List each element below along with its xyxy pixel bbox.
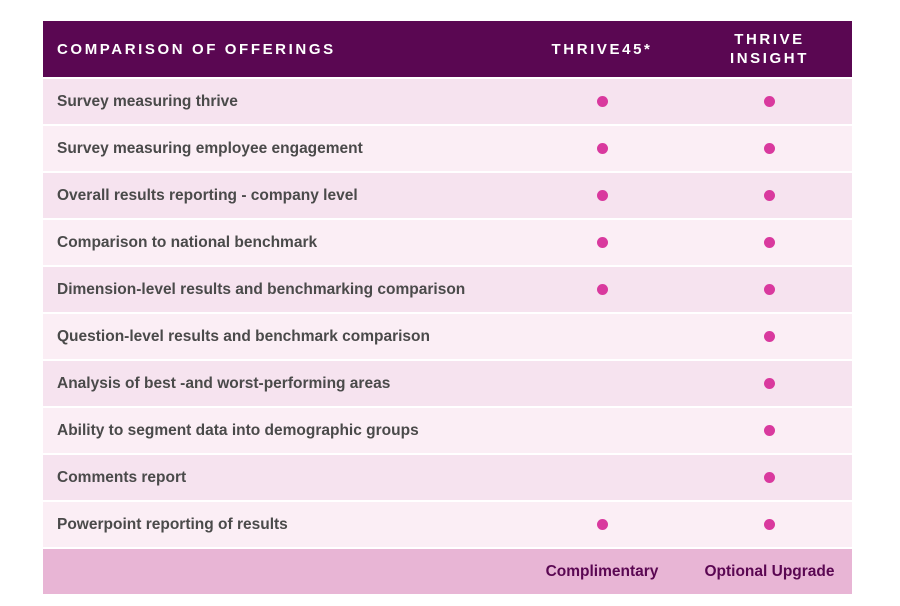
table-row: Survey measuring thrive bbox=[43, 79, 852, 124]
insight-cell bbox=[687, 284, 852, 295]
header-thrive45: THRIVE45* bbox=[551, 40, 653, 58]
included-dot-icon bbox=[764, 331, 775, 342]
header-title: COMPARISON OF OFFERINGS bbox=[57, 40, 336, 58]
thrive45-cell bbox=[517, 143, 687, 154]
included-dot-icon bbox=[596, 284, 608, 295]
insight-cell bbox=[687, 472, 852, 483]
table-row: Powerpoint reporting of results bbox=[43, 502, 852, 547]
insight-cell bbox=[687, 425, 852, 436]
included-dot-icon bbox=[764, 519, 775, 530]
thrive45-cell bbox=[517, 472, 687, 483]
table-row: Overall results reporting - company leve… bbox=[43, 173, 852, 218]
table-header: COMPARISON OF OFFERINGS THRIVE45* THRIVE… bbox=[43, 21, 852, 77]
included-dot-icon bbox=[764, 143, 775, 154]
footer-thrive45-price: Complimentary bbox=[545, 562, 659, 580]
row-label: Question-level results and benchmark com… bbox=[57, 327, 430, 345]
thrive45-cell bbox=[517, 425, 687, 436]
insight-cell bbox=[687, 378, 852, 389]
header-thrive-insight: THRIVE INSIGHT bbox=[729, 31, 810, 67]
insight-cell bbox=[687, 190, 852, 201]
thrive45-cell bbox=[517, 284, 687, 295]
row-label: Comments report bbox=[57, 468, 187, 486]
row-label: Analysis of best -and worst-performing a… bbox=[57, 374, 391, 392]
table-row: Comparison to national benchmark bbox=[43, 220, 852, 265]
insight-cell bbox=[687, 331, 852, 342]
included-dot-icon bbox=[596, 190, 608, 201]
row-label: Overall results reporting - company leve… bbox=[57, 186, 358, 204]
included-dot-icon bbox=[764, 284, 775, 295]
thrive45-cell bbox=[517, 96, 687, 107]
row-label: Survey measuring employee engagement bbox=[57, 139, 363, 157]
insight-cell bbox=[687, 519, 852, 530]
table-row: Comments report bbox=[43, 455, 852, 500]
included-dot-icon bbox=[764, 96, 775, 107]
row-label: Survey measuring thrive bbox=[57, 92, 238, 110]
comparison-table: COMPARISON OF OFFERINGS THRIVE45* THRIVE… bbox=[43, 21, 852, 594]
table-body: Survey measuring thrive Survey measuring … bbox=[43, 79, 852, 547]
table-row: Dimension-level results and benchmarking… bbox=[43, 267, 852, 312]
table-row: Survey measuring employee engagement bbox=[43, 126, 852, 171]
insight-cell bbox=[687, 237, 852, 248]
table-row: Question-level results and benchmark com… bbox=[43, 314, 852, 359]
row-label: Powerpoint reporting of results bbox=[57, 515, 288, 533]
included-dot-icon bbox=[596, 143, 608, 154]
row-label: Ability to segment data into demographic… bbox=[57, 421, 419, 439]
thrive45-cell bbox=[517, 331, 687, 342]
included-dot-icon bbox=[764, 237, 775, 248]
included-dot-icon bbox=[764, 472, 775, 483]
thrive45-cell bbox=[517, 237, 687, 248]
included-dot-icon bbox=[596, 96, 608, 107]
thrive45-cell bbox=[517, 378, 687, 389]
table-row: Ability to segment data into demographic… bbox=[43, 408, 852, 453]
row-label: Comparison to national benchmark bbox=[57, 233, 318, 251]
included-dot-icon bbox=[596, 519, 608, 530]
footer-insight-price: Optional Upgrade bbox=[704, 562, 835, 580]
table-footer: Complimentary Optional Upgrade bbox=[43, 549, 852, 594]
table-row: Analysis of best -and worst-performing a… bbox=[43, 361, 852, 406]
included-dot-icon bbox=[596, 237, 608, 248]
row-label: Dimension-level results and benchmarking… bbox=[57, 280, 466, 298]
insight-cell bbox=[687, 96, 852, 107]
thrive45-cell bbox=[517, 519, 687, 530]
included-dot-icon bbox=[764, 425, 775, 436]
included-dot-icon bbox=[764, 190, 775, 201]
insight-cell bbox=[687, 143, 852, 154]
included-dot-icon bbox=[764, 378, 775, 389]
thrive45-cell bbox=[517, 190, 687, 201]
